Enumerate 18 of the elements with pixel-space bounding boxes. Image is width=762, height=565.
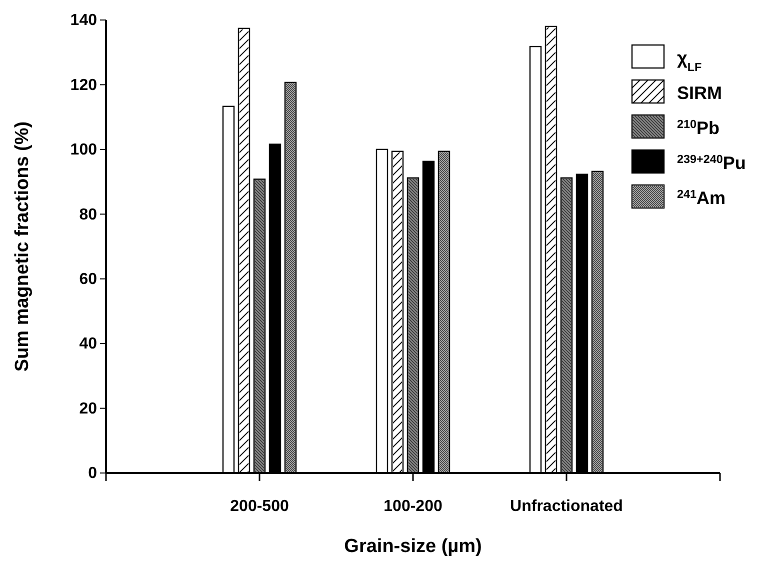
x-axis-title: Grain-size (µm) <box>344 536 482 557</box>
y-tick-label: 100 <box>70 142 98 159</box>
y-axis-title: Sum magnetic fractions (%) <box>12 121 33 372</box>
y-tick-label: 120 <box>70 76 98 94</box>
legend-label: χ$_{LF}$ <box>677 48 702 74</box>
y-tick-label: 60 <box>79 270 98 288</box>
legend-label: $^{241}$Am <box>677 188 726 208</box>
y-tick-label: 0 <box>88 465 98 482</box>
x-tick-label: 200-500 <box>230 498 289 515</box>
y-tick-label: 40 <box>79 336 98 353</box>
y-tick-label: 20 <box>79 400 98 418</box>
legend-label: $^{239+240}$Pu <box>677 152 746 173</box>
y-tick-label: 80 <box>79 206 98 224</box>
legend-label: SIRM <box>677 83 722 103</box>
legend-label: $^{210}$Pb <box>677 118 720 138</box>
y-tick-label: 140 <box>70 12 98 30</box>
x-tick-label: Unfractionated <box>510 498 623 515</box>
x-tick-label: 100-200 <box>384 498 442 515</box>
